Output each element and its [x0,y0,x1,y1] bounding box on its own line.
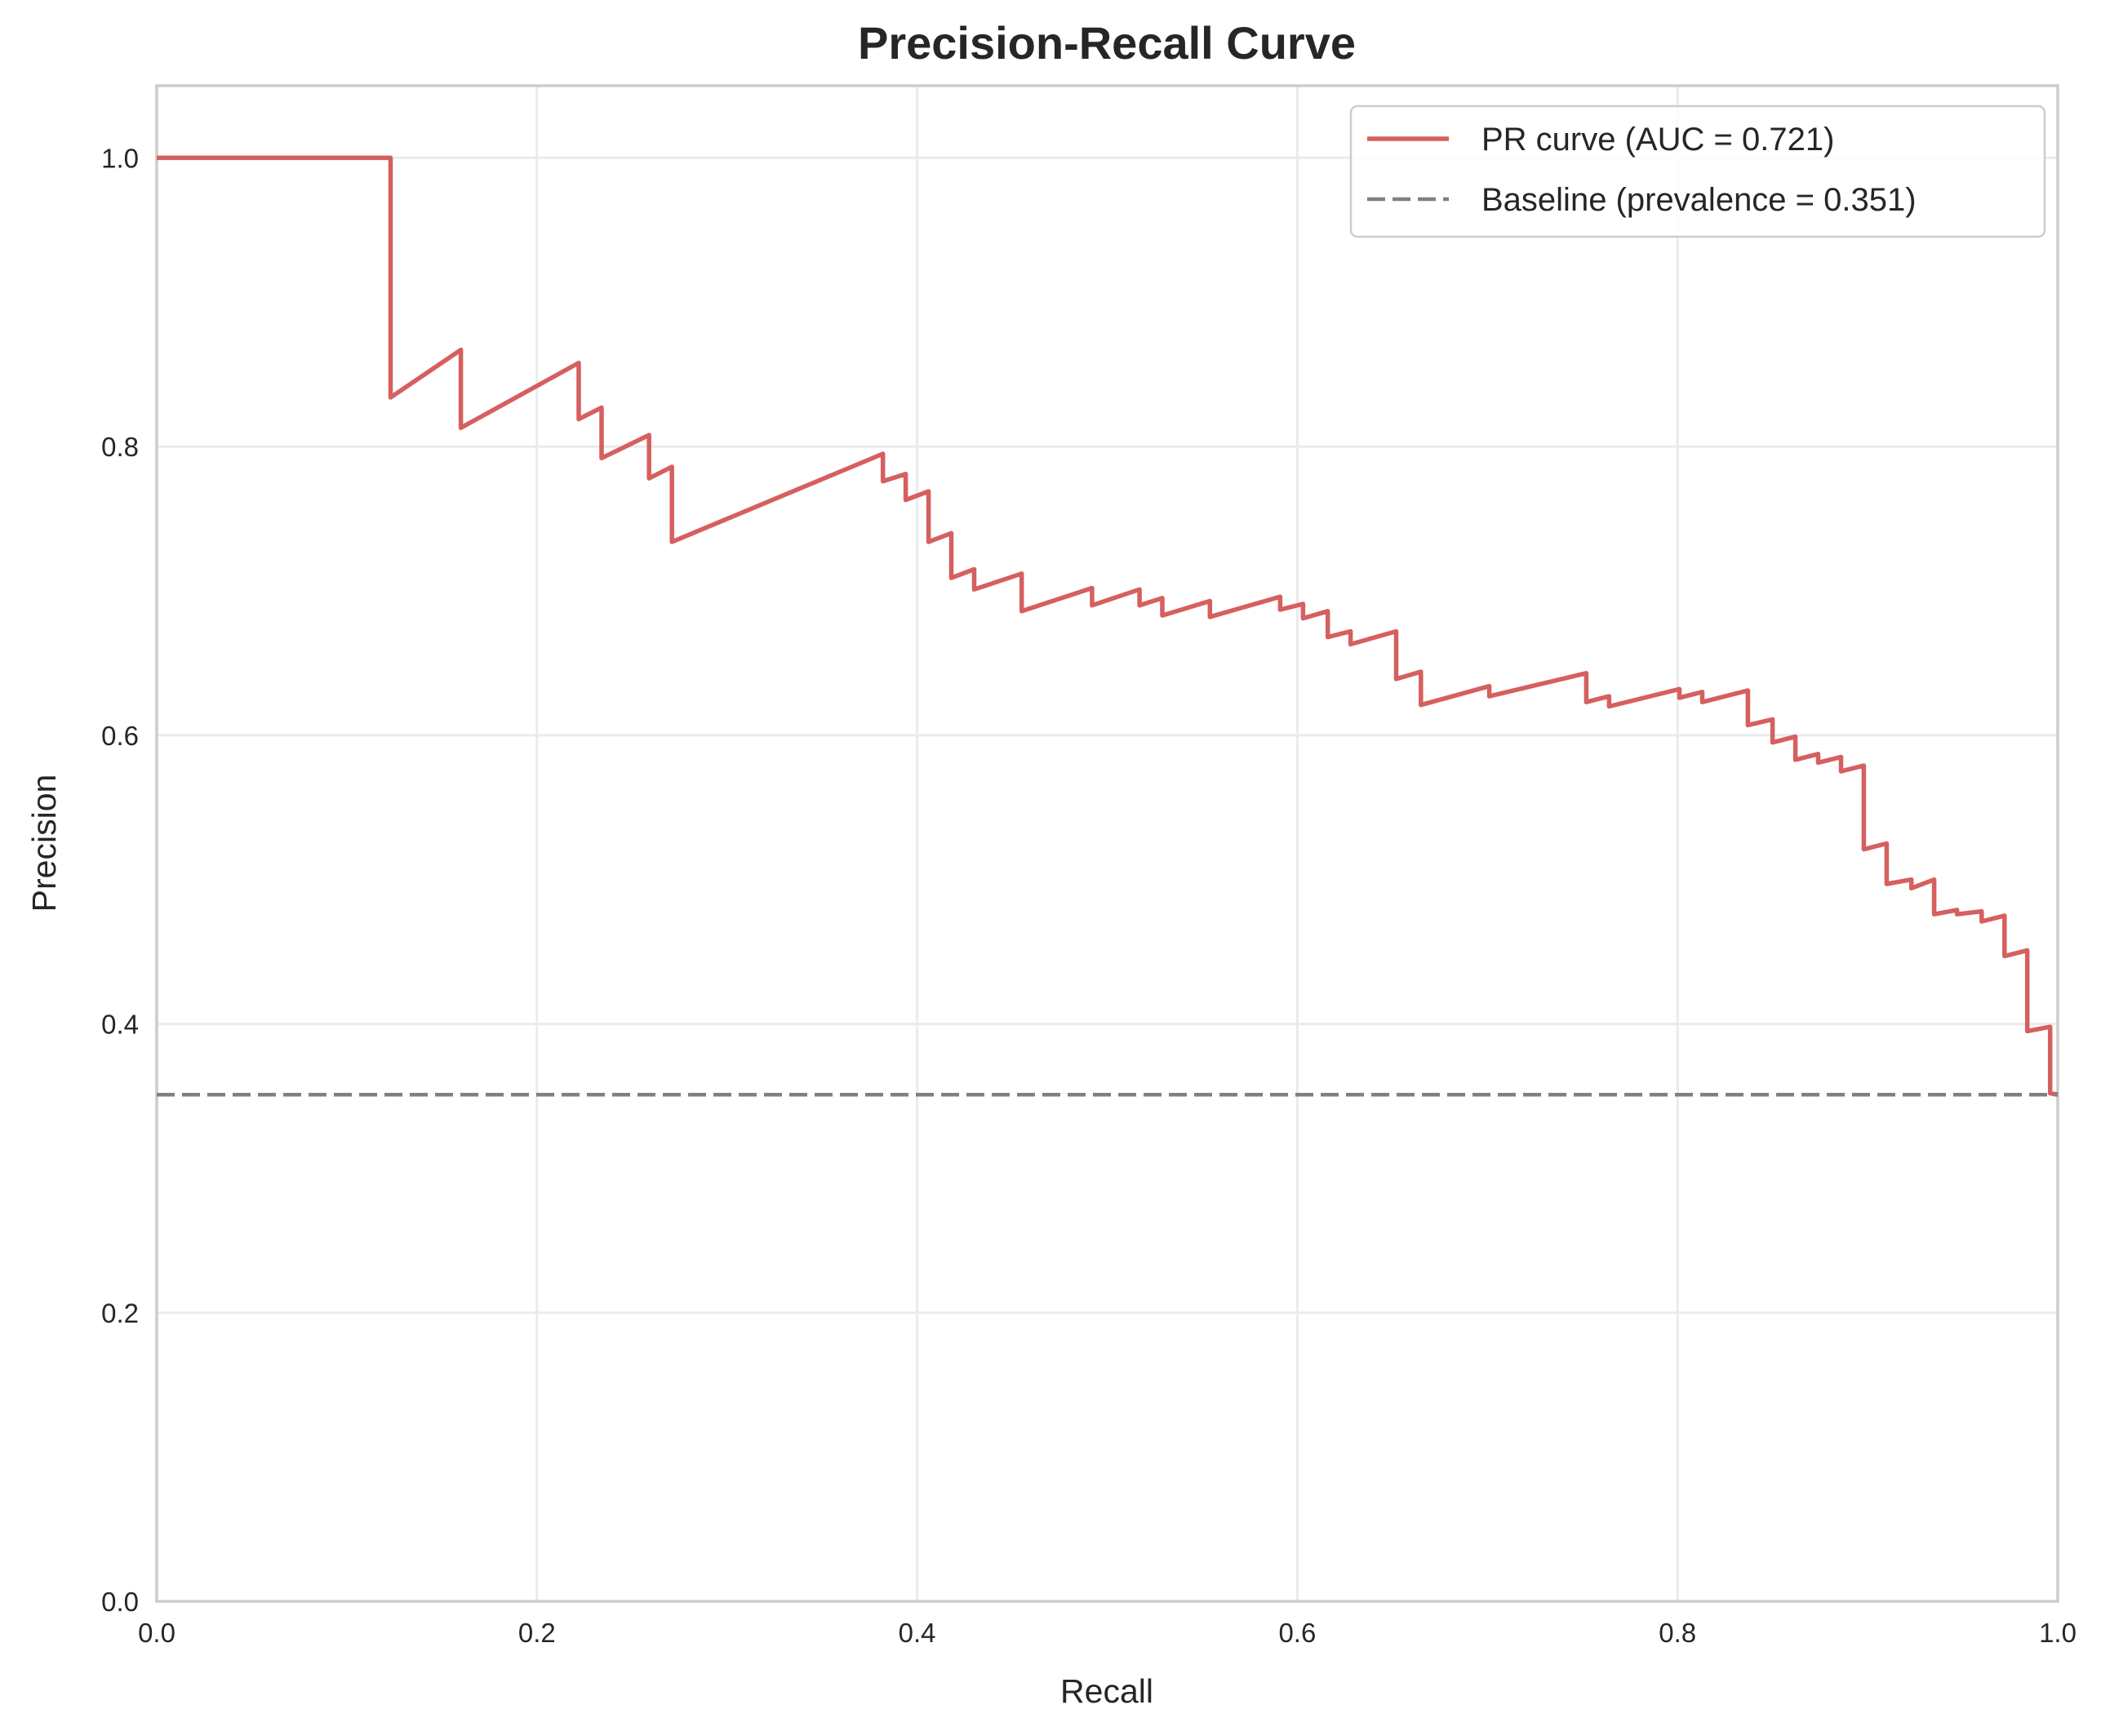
legend-label-pr-curve: PR curve (AUC = 0.721) [1481,122,1834,158]
tick-labels: 0.0 0.2 0.4 0.6 0.8 1.0 0.0 0.2 0.4 0.6 0.8 1.0 [101,143,2077,1648]
legend-label-baseline: Baseline (prevalence = 0.351) [1481,182,1917,218]
plot-frame [155,84,2059,1603]
x-tick-label: 0.4 [899,1618,936,1648]
y-axis-label: Precision [25,775,63,912]
pr-curve-line [157,155,2059,1097]
x-tick-label: 0.2 [518,1618,556,1648]
x-tick-label: 0.6 [1278,1618,1316,1648]
y-tick-label: 0.6 [101,721,139,751]
y-tick-label: 0.2 [101,1298,139,1328]
y-tick-label: 0.4 [101,1010,139,1040]
x-axis-label: Recall [1060,1672,1153,1710]
series-layer [157,155,2059,1097]
x-tick-label: 1.0 [2039,1618,2077,1648]
y-tick-label: 0.8 [101,432,139,462]
y-tick-label: 1.0 [101,143,139,173]
y-tick-label: 0.0 [101,1587,139,1617]
chart-title: Precision-Recall Curve [858,17,1356,69]
x-tick-label: 0.8 [1659,1618,1696,1648]
legend-box [1349,104,2046,238]
x-tick-label: 0.0 [138,1618,175,1648]
legend: PR curve (AUC = 0.721) Baseline (prevale… [1349,104,2046,238]
